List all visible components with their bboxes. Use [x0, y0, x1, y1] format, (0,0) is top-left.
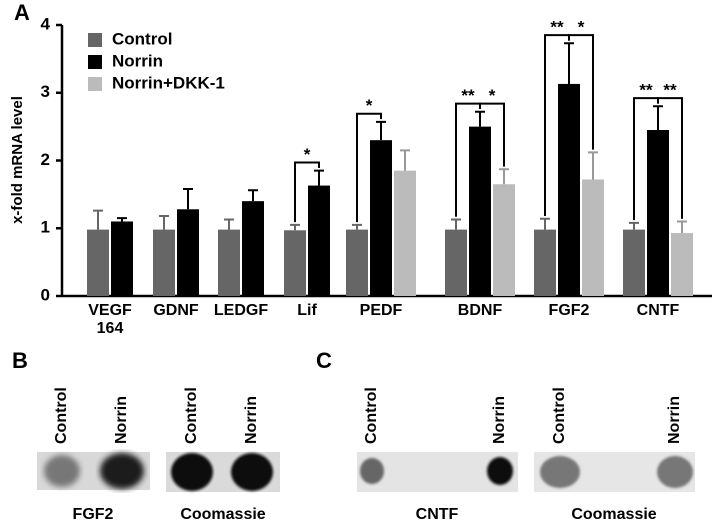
panel-label: B [12, 348, 28, 373]
x-tick-label: LEDGF [213, 302, 269, 319]
error-bar [248, 189, 258, 202]
x-tick-label: BDNF [457, 302, 503, 319]
bar [558, 83, 580, 296]
significance-label: * [304, 145, 311, 164]
error-bar [93, 209, 103, 230]
significance-label: ** [550, 18, 564, 37]
bar [242, 201, 264, 296]
legend-swatch [88, 33, 102, 47]
bar [493, 184, 515, 296]
bar [623, 229, 645, 296]
significance-label: * [489, 86, 496, 105]
legend-label: Norrin+DKK-1 [112, 73, 225, 92]
blot-caption: Coomassie [571, 506, 656, 523]
bar [534, 229, 556, 296]
bar [87, 229, 109, 296]
x-tick-label: VEGF 164 [88, 302, 132, 337]
bar [370, 140, 392, 296]
significance-label: ** [461, 86, 475, 105]
error-bar [290, 223, 300, 231]
legend-label: Norrin [112, 51, 163, 70]
x-tick-label: FGF2 [548, 302, 590, 319]
error-bar [499, 168, 509, 185]
lane-label: Control [53, 387, 70, 444]
x-tick-label: GDNF [153, 302, 199, 319]
significance-label: * [366, 96, 373, 115]
bar [346, 229, 368, 296]
significance-bracket [479, 102, 505, 167]
error-bar [564, 42, 574, 84]
error-bar [314, 169, 324, 186]
bar [671, 232, 693, 296]
error-bar [183, 187, 193, 210]
blot-caption: CNTF [416, 506, 459, 523]
legend-swatch [88, 77, 102, 91]
bar [647, 130, 669, 296]
error-bar [451, 218, 461, 230]
significance-bracket [294, 161, 320, 223]
bar [218, 229, 240, 296]
significance-label: ** [663, 81, 677, 100]
error-bar [677, 220, 687, 233]
error-bar [224, 218, 234, 230]
x-tick-label: CNTF [636, 302, 680, 319]
bar [177, 209, 199, 296]
significance-bracket [568, 34, 594, 150]
error-bar [629, 221, 639, 230]
bar [394, 170, 416, 296]
significance-bracket [657, 97, 683, 219]
lane-label: Control [183, 387, 200, 444]
lane-label: Norrin [243, 396, 260, 444]
bar [111, 221, 133, 296]
error-bar [588, 151, 598, 180]
error-bar [117, 217, 127, 222]
error-bar [159, 215, 169, 230]
bar [469, 126, 491, 296]
error-bar [653, 105, 663, 131]
blot-caption: FGF2 [73, 506, 114, 523]
significance-bracket [356, 112, 382, 223]
x-tick-label: PEDF [359, 302, 403, 319]
error-bar [400, 149, 410, 171]
y-axis-label: x-fold mRNA level [9, 96, 26, 224]
y-tick-label: 2 [41, 150, 50, 169]
significance-label: ** [639, 81, 653, 100]
bar [153, 229, 175, 296]
lane-label: Norrin [491, 396, 508, 444]
panel-label: C [316, 348, 332, 373]
bar [582, 179, 604, 296]
error-bar [475, 110, 485, 127]
blot-caption: Coomassie [180, 506, 265, 523]
error-bar [540, 217, 550, 230]
bar [308, 185, 330, 296]
error-bar [376, 120, 386, 141]
y-tick-label: 1 [41, 218, 50, 237]
y-tick-label: 3 [41, 82, 50, 101]
bar [445, 229, 467, 296]
lane-label: Control [363, 387, 380, 444]
y-tick-label: 4 [41, 14, 51, 33]
lane-label: Norrin [113, 396, 130, 444]
lane-label: Norrin [666, 396, 683, 444]
error-bar [352, 223, 362, 230]
panel-label: A [14, 0, 30, 25]
legend-swatch [88, 55, 102, 69]
blot-images [37, 452, 695, 492]
x-tick-label: Lif [297, 302, 317, 319]
bar [284, 230, 306, 296]
y-tick-label: 0 [41, 285, 50, 304]
significance-label: * [578, 18, 585, 37]
lane-label: Control [551, 387, 568, 444]
legend-label: Control [112, 29, 172, 48]
